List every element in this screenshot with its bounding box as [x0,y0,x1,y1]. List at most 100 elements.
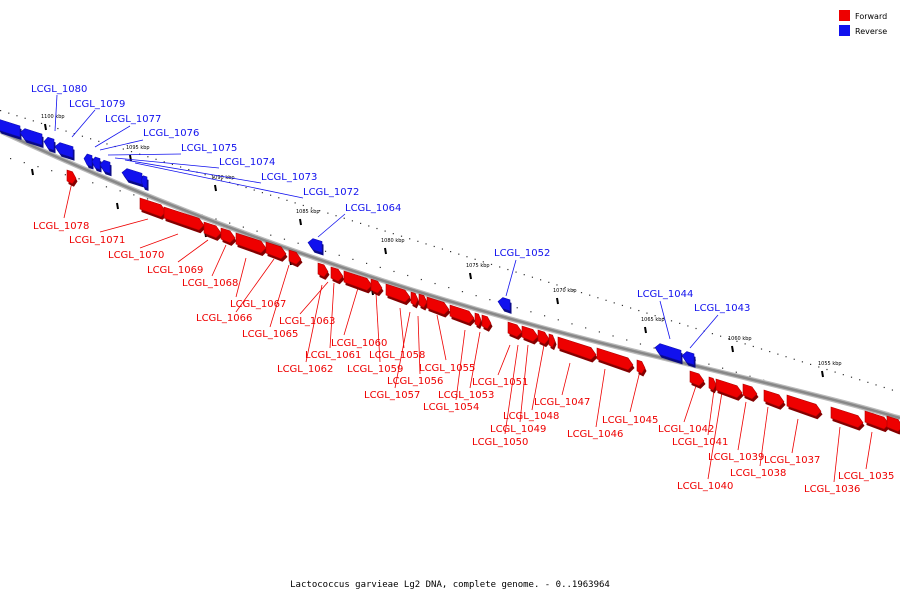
scale-dot [384,230,386,232]
scale-dot [417,240,419,242]
gene-label: LCGL_1039 [708,452,764,463]
leader-line [833,426,841,483]
gene-block [830,406,864,428]
scale-label: 1095 kbp [126,145,150,151]
scale-dot [37,166,39,168]
scale-dot [580,292,583,294]
leader-line [865,431,873,470]
leader-line [455,329,466,401]
scale-dot [722,367,724,369]
scale-ticks: 1100 kbp 1095 kbp 1090 kbp 1085 kbp 1080 kbp… [31,114,842,378]
scale-dot [850,376,853,378]
scale-label: 1090 kbp [211,175,235,181]
scale-dot [482,261,484,263]
scale-dot [407,274,409,277]
gene-label: LCGL_1066 [196,313,252,324]
leader-line [737,401,747,451]
scale-tick [731,345,734,353]
scale-tick [384,247,387,255]
scale-dot [818,366,820,368]
leader-line [436,314,447,361]
scale-dot [92,182,94,184]
scale-dot [106,143,108,145]
scale-tick [469,272,472,280]
scale-dot [605,299,607,301]
scale-dot [335,215,337,217]
scale-dot [245,186,247,189]
leader-line [659,300,671,340]
scale-dot [220,179,223,181]
scale-tick [214,184,217,192]
scale-dot [253,189,255,191]
scale-dot [51,170,53,172]
gene-block [140,175,148,189]
scale-dot [785,356,787,358]
scale-dot [90,138,92,140]
leader-line [399,307,405,349]
legend-swatch-reverse [839,25,850,36]
gene-label: LCGL_1035 [838,471,894,482]
scale-tick [644,326,647,334]
leader-line [504,344,519,435]
gene-block [410,291,419,306]
scale-dot [343,217,345,219]
gene-label: LCGL_1037 [764,455,820,466]
leader-line [375,292,381,363]
scale-dot [434,282,436,285]
scale-label: 1080 kbp [381,238,405,244]
scale-dot [572,289,574,291]
gene-block [19,128,43,146]
gene-block [265,241,287,260]
scale-dot [653,347,655,349]
scale-dot [283,238,286,240]
scale-dot [338,254,340,256]
leader-line [235,258,275,313]
gene-block [54,142,74,159]
scale-dot [557,319,559,321]
scale-dot [130,151,133,153]
leader-line [299,281,329,315]
gene-labels: LCGL_1080 LCGL_1079 LCGL_1077 LCGL_1076 LCGL… [31,84,894,495]
scale-dot [548,281,550,283]
backbone-line [0,129,900,420]
legend-label-forward: Forward [855,12,887,21]
scale-dot [777,353,779,355]
gene-block [139,197,167,218]
scale-dot [215,218,217,220]
scale-dot [65,130,67,132]
scale-dot [556,284,558,286]
gene-block [99,159,111,174]
scale-label: 1065 kbp [641,317,665,323]
gene-block [121,168,143,185]
scale-dot [286,199,288,201]
scale-label: 1075 kbp [466,263,490,269]
scale-dot [57,127,59,130]
gene-label: LCGL_1049 [490,424,546,435]
scale-dot [654,315,656,317]
gene-block [497,297,511,312]
gene-block [708,376,717,391]
scale-dot [0,110,2,112]
scale-dot [433,245,435,248]
scale-dot [564,286,566,289]
scale-dot [531,276,534,278]
scale-dot [662,317,664,319]
gene-block [864,410,890,430]
scale-dot [589,294,591,296]
leader-line [269,264,290,328]
gene-label: LCGL_1040 [677,481,733,492]
scale-dot [297,242,299,244]
gene-block [474,312,482,327]
gene-label: LCGL_1050 [472,437,528,448]
scale-tick [31,168,34,176]
scale-dot [133,194,135,196]
scale-dot [695,327,697,330]
scale-dot [585,327,587,329]
gene-label: LCGL_1052 [494,248,550,259]
scale-dot [261,192,264,194]
scale-dot [64,174,66,176]
scale-dot [441,248,444,250]
scale-dot [670,320,673,322]
scale-dot [294,202,296,204]
